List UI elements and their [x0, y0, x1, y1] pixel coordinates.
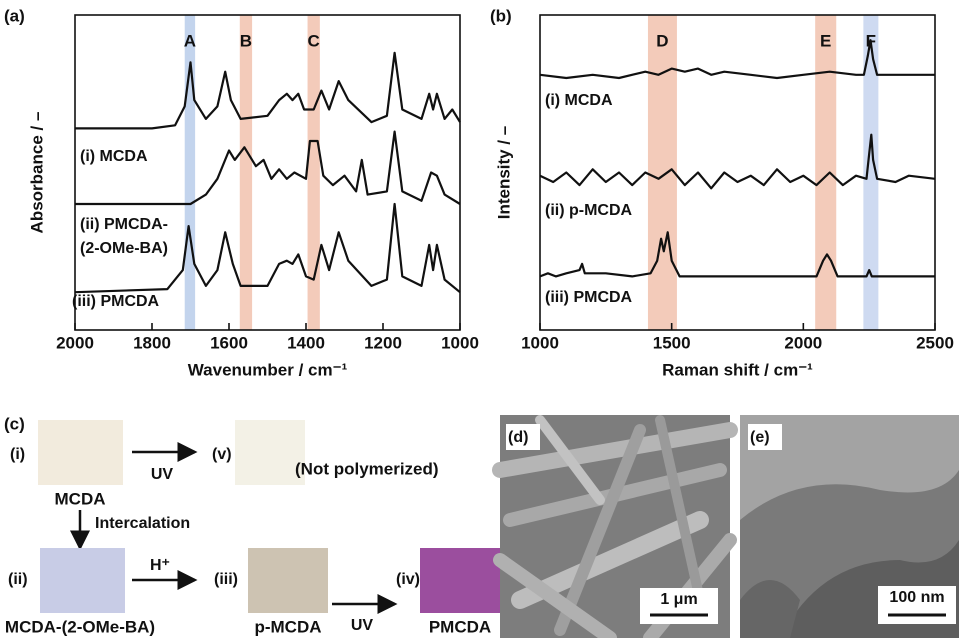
panel-label: (c)	[4, 414, 25, 433]
x-tick-label: 2000	[56, 333, 94, 352]
band-label: E	[820, 31, 831, 50]
x-tick-label: 1400	[287, 333, 325, 352]
spectra: A B C (i) MCDA (ii) PMCDA- (2-OMe-BA) (iii) PM…	[4, 6, 954, 379]
sample-id: (ii)	[8, 571, 28, 588]
spectrum	[75, 51, 461, 130]
x-axis-title: Wavenumber / cm⁻¹	[188, 360, 348, 379]
series-label: (ii) p-MCDA	[545, 202, 633, 219]
spectrum	[75, 130, 461, 206]
spectrum	[74, 202, 461, 294]
x-tick-label: 1500	[653, 333, 691, 352]
band	[815, 15, 837, 330]
sample-name: MCDA	[55, 489, 106, 508]
band-label: B	[240, 31, 252, 50]
x-tick-label: 1800	[133, 333, 171, 352]
step-label: UV	[351, 617, 374, 634]
band-label: D	[656, 31, 668, 50]
x-tick-label: 1000	[441, 333, 479, 352]
sample-photo	[40, 548, 125, 613]
sample-photo	[235, 420, 305, 485]
x-tick-label: 1600	[210, 333, 248, 352]
sample-name: PMCDA	[429, 617, 491, 636]
x-tick-label: 2000	[784, 333, 822, 352]
sample-photo	[248, 548, 328, 613]
spectrum	[539, 133, 936, 190]
sample-photo	[38, 420, 123, 485]
scale-box	[640, 588, 718, 624]
fibers	[492, 415, 738, 643]
series-label: (iii) PMCDA	[545, 289, 633, 306]
series-label: (ii) PMCDA-	[80, 216, 168, 233]
plot-frame	[74, 14, 461, 331]
y-axis-title: Intensity / –	[494, 126, 513, 220]
sample-photo	[420, 548, 500, 613]
scale-label: 1 μm	[660, 591, 697, 608]
scheme: (c) (i) MCDA UV (v) (Not polymerized) In…	[4, 414, 500, 636]
sample-id: (iii)	[214, 571, 238, 588]
panel-label: (a)	[4, 6, 25, 25]
band	[239, 15, 253, 330]
sample-name: (Not polymerized)	[295, 459, 439, 478]
band	[863, 15, 879, 330]
spectrum	[539, 39, 935, 80]
series-label: (iii) PMCDA	[72, 293, 160, 310]
band	[184, 15, 196, 330]
sheet	[740, 580, 800, 638]
label-box	[748, 424, 782, 450]
panel-label: (d)	[508, 429, 528, 446]
series-label: (i) MCDA	[545, 92, 613, 109]
series-label: (2-OMe-BA)	[80, 240, 168, 257]
panel-label: (b)	[490, 6, 512, 25]
scale-label: 100 nm	[889, 589, 944, 606]
panel-label: (e)	[750, 429, 770, 446]
x-tick-label: 1000	[521, 333, 559, 352]
spectrum	[539, 231, 935, 278]
band-label: C	[308, 31, 320, 50]
band	[647, 15, 677, 330]
label-box	[506, 424, 540, 450]
sample-name: MCDA-(2-OMe-BA)	[5, 617, 155, 636]
sample-id: (v)	[212, 446, 232, 463]
series-label: (i) MCDA	[80, 148, 148, 165]
sample-id: (i)	[10, 446, 25, 463]
x-tick-label: 1200	[364, 333, 402, 352]
y-axis-title: Absorbance / –	[27, 112, 46, 234]
x-tick-label: 2500	[916, 333, 954, 352]
sem-image: (d) 1 μm	[492, 415, 738, 643]
sample-name: p-MCDA	[254, 617, 321, 636]
scale-box	[878, 586, 956, 624]
x-axis-title: Raman shift / cm⁻¹	[662, 360, 813, 379]
step-label: H⁺	[150, 557, 170, 574]
step-label: Intercalation	[95, 515, 190, 532]
band	[307, 15, 320, 330]
tem-image: (e) 100 nm	[740, 415, 959, 638]
plot-frame	[539, 14, 936, 331]
band-label: A	[184, 31, 196, 50]
sample-id: (iv)	[396, 571, 420, 588]
step-label: UV	[151, 466, 174, 483]
